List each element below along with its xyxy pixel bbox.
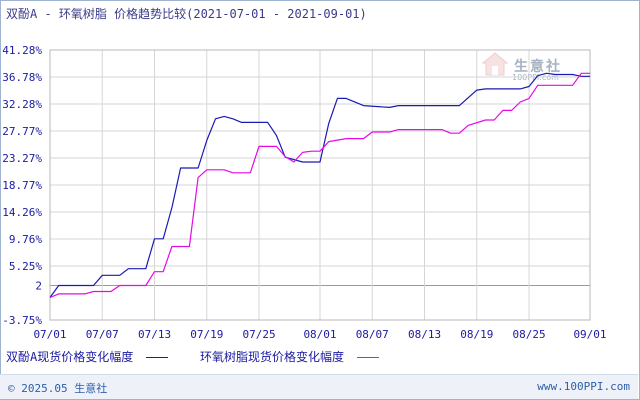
site-link[interactable]: www.100PPI.com	[537, 380, 630, 393]
series-line-epoxy-resin	[49, 72, 590, 299]
copyright-text: © 2025.05 生意社	[8, 382, 108, 395]
footer-bar: © 2025.05 生意社 www.100PPI.com	[0, 374, 638, 399]
legend-series-b-swatch	[357, 357, 380, 358]
legend-series-b: 环氧树脂现货价格变化幅度	[200, 348, 380, 365]
x-tick-label: 09/01	[573, 328, 606, 341]
x-tick-labels: 07/01 07/07 07/13 07/19 07/25 08/01 08/07 08/13…	[33, 328, 606, 341]
y-tick-label: -3.75%	[2, 314, 42, 327]
x-tick-label: 08/07	[356, 328, 389, 341]
watermark-url: 100PPI.com	[512, 73, 559, 82]
x-tick-label: 07/19	[190, 328, 223, 341]
legend-series-a-label: 双酚A现货价格变化幅度	[6, 350, 134, 364]
x-tick-label: 07/25	[242, 328, 275, 341]
grid-lines	[49, 49, 591, 321]
y-tick-label: 14.26%	[2, 206, 42, 219]
y-tick-label: 2	[35, 280, 42, 293]
x-tick-label: 08/19	[460, 328, 493, 341]
y-tick-label: 5.25%	[9, 260, 42, 273]
legend-series-a: 双酚A现货价格变化幅度	[6, 348, 169, 365]
x-tick-label: 08/01	[303, 328, 336, 341]
watermark-name: 生意社	[514, 59, 562, 75]
x-tick-label: 07/07	[86, 328, 119, 341]
legend-series-b-label: 环氧树脂现货价格变化幅度	[200, 350, 345, 364]
legend-series-a-swatch	[146, 357, 169, 358]
series-lines	[49, 72, 590, 299]
x-tick-label: 08/13	[408, 328, 441, 341]
plot-border	[49, 49, 591, 321]
y-tick-labels: 41.28% 36.78% 32.28% 27.77% 23.27% 18.77% 14.2…	[2, 44, 42, 327]
y-tick-label: 32.28%	[2, 98, 42, 111]
x-tick-label: 07/01	[33, 328, 66, 341]
watermark-house-icon	[482, 52, 508, 76]
y-tick-label: 9.76%	[9, 233, 42, 246]
axes	[49, 49, 591, 321]
y-tick-label: 36.78%	[2, 71, 42, 84]
x-tick-label: 08/25	[512, 328, 545, 341]
y-tick-label: 23.27%	[2, 152, 42, 165]
x-tick-label: 07/13	[138, 328, 171, 341]
y-tick-label: 18.77%	[2, 179, 42, 192]
y-tick-label: 41.28%	[2, 44, 42, 57]
chart-title: 双酚A - 环氧树脂 价格趋势比较(2021-07-01 - 2021-09-0…	[6, 7, 367, 21]
y-tick-label: 27.77%	[2, 125, 42, 138]
